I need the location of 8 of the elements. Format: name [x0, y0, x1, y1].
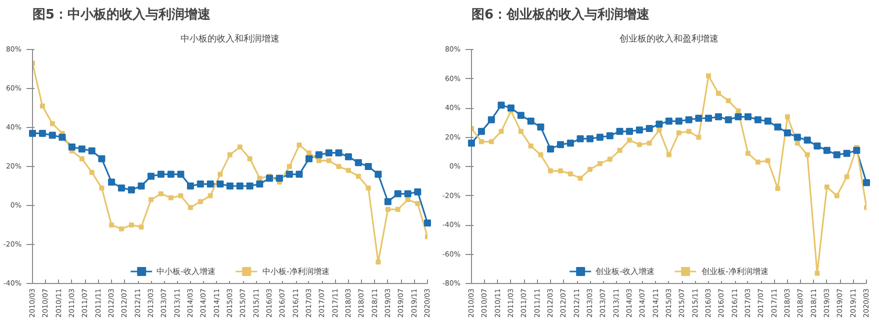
chart-title: 图5：中小板的收入与利润增速: [32, 6, 212, 22]
chart-subtitle: 创业板的收入和盈利增速: [620, 34, 718, 44]
legend-label: 中小板-收入增速: [156, 266, 216, 276]
legend-label: 创业板-收入增速: [596, 266, 654, 276]
chart-subtitle: 中小板的收入和利润增速: [180, 34, 280, 44]
chart-title: 图6：创业板的收入与利润增速: [472, 6, 651, 22]
legend-label: 中小板-净利润增速: [262, 266, 330, 276]
legend-label: 创业板-净利润增速: [702, 266, 768, 276]
